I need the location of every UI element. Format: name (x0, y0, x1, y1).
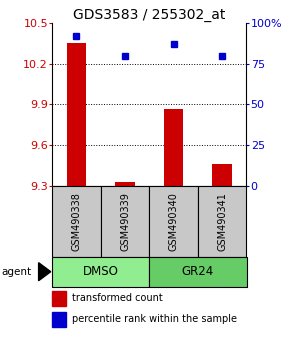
Bar (52, 257, 149, 287)
Bar (213, 164, 232, 186)
Text: transformed count: transformed count (72, 293, 162, 303)
Text: GR24: GR24 (182, 265, 214, 278)
Title: GDS3583 / 255302_at: GDS3583 / 255302_at (73, 8, 226, 22)
Text: DMSO: DMSO (83, 265, 119, 278)
Text: GSM490339: GSM490339 (120, 192, 130, 251)
Polygon shape (39, 263, 51, 281)
Bar (52, 312, 66, 327)
Bar (101, 186, 149, 257)
Bar (164, 109, 183, 186)
Text: GSM490340: GSM490340 (169, 192, 179, 251)
Bar (52, 186, 101, 257)
Text: GSM490338: GSM490338 (72, 192, 81, 251)
Bar (115, 182, 135, 186)
Text: percentile rank within the sample: percentile rank within the sample (72, 314, 237, 325)
Text: agent: agent (1, 267, 32, 277)
Bar (52, 291, 66, 306)
Bar (198, 186, 246, 257)
Bar (67, 44, 86, 186)
Bar (149, 186, 198, 257)
Bar (149, 257, 246, 287)
Text: GSM490341: GSM490341 (217, 192, 227, 251)
